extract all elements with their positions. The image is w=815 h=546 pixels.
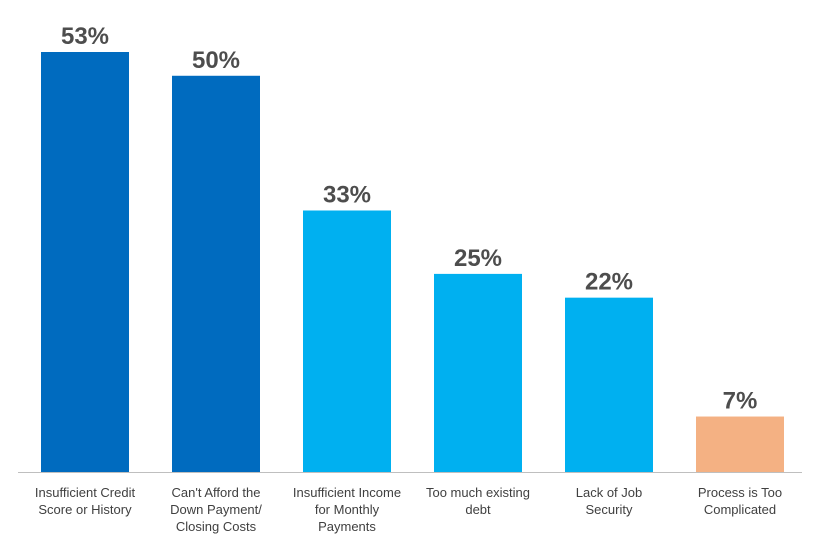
value-labels-group: 53% 50% 33% 25% 22% 7% bbox=[61, 23, 757, 415]
bars-group bbox=[41, 52, 784, 472]
value-label-3: 33% bbox=[323, 181, 371, 208]
category-label-2: Can't Afford the Down Payment/Closing Cos… bbox=[170, 485, 262, 534]
bar-2 bbox=[172, 75, 260, 472]
bar-4 bbox=[434, 273, 522, 472]
bar-5 bbox=[565, 297, 653, 472]
bar-3 bbox=[303, 210, 391, 472]
value-label-2: 50% bbox=[192, 47, 240, 74]
category-labels-group: Insufficient Credit Score or History Can't… bbox=[35, 485, 782, 534]
category-label-5: Lack of Job Security bbox=[576, 485, 643, 517]
category-label-1: Insufficient Credit Score or History bbox=[35, 485, 136, 517]
value-label-6: 7% bbox=[723, 388, 758, 415]
value-label-5: 22% bbox=[585, 269, 633, 296]
category-label-6: Process is Too Complicated bbox=[698, 485, 782, 517]
category-label-4: Too much existing debt bbox=[426, 485, 530, 517]
value-label-1: 53% bbox=[61, 23, 109, 50]
value-label-4: 25% bbox=[454, 245, 502, 272]
bar-6 bbox=[696, 416, 784, 472]
bar-1 bbox=[41, 52, 129, 472]
category-label-3: Insufficient Income for Monthly Payments bbox=[293, 485, 401, 534]
